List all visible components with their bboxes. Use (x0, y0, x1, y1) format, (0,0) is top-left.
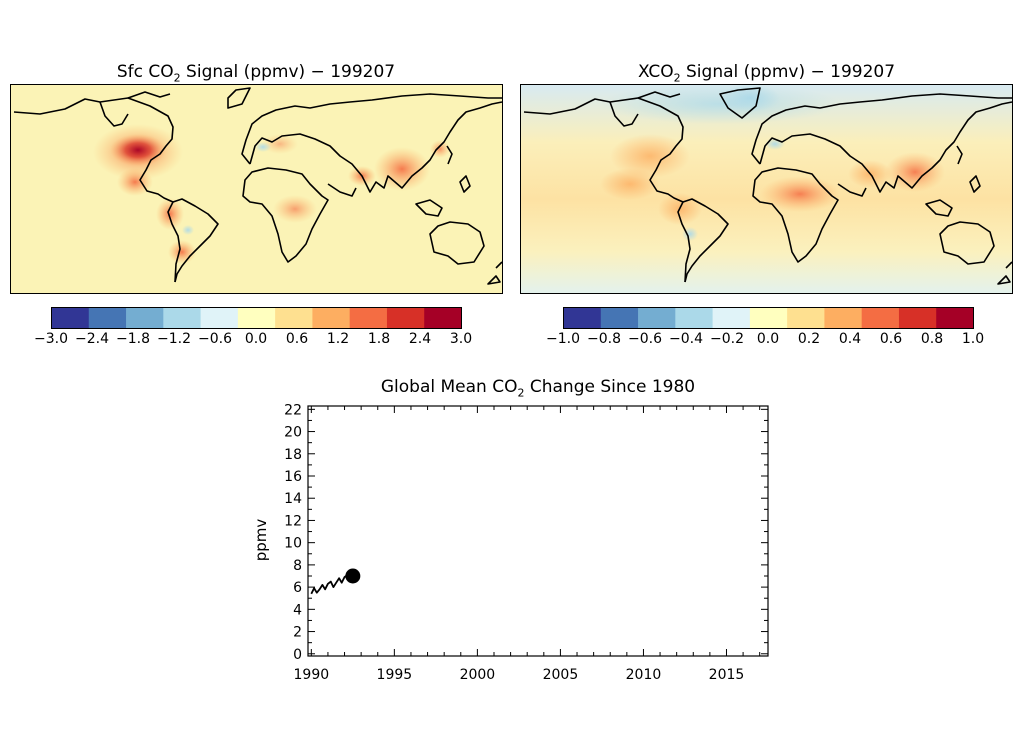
left-map-signal-asia (374, 147, 430, 191)
colorbar-tick-label: 1.2 (326, 331, 350, 347)
right-map-signal-asia (885, 152, 945, 192)
colorbar-tick-label: −0.6 (628, 331, 662, 347)
left-colorbar-ticks: −3.0 −2.4 −1.8 −1.2 −0.6 0.0 0.6 1.2 1.8 2.4 3.0 (34, 331, 472, 351)
colorbar-swatch (898, 307, 937, 329)
y-tick-label: 0 (293, 647, 302, 663)
colorbar-tick-label: −1.8 (116, 331, 150, 347)
colorbar-tick-label: 0.4 (838, 331, 862, 347)
colorbar-swatch (675, 307, 714, 329)
left-map-signal-sa (156, 198, 184, 230)
left-map-signal-mexico (117, 168, 153, 196)
colorbar-swatch (563, 307, 602, 329)
colorbar-swatch (237, 307, 276, 329)
left-map-signal-europe (262, 134, 298, 154)
colorbar-swatch (349, 307, 388, 329)
y-tick-label: 16 (284, 469, 302, 485)
colorbar-swatch (824, 307, 863, 329)
x-tick-label: 2010 (626, 667, 662, 683)
colorbar-tick-label: 0.8 (920, 331, 944, 347)
left-map-background (10, 84, 503, 294)
x-tick-label: 2005 (543, 667, 579, 683)
colorbar-swatch (600, 307, 639, 329)
right-map (520, 84, 1013, 294)
colorbar-tick-label: 0.2 (797, 331, 821, 347)
colorbar-swatch (936, 307, 974, 329)
left-map-signal-na-core (110, 134, 166, 166)
colorbar-tick-label: 1.0 (961, 331, 985, 347)
left-map-title: Sfc CO2 Signal (ppmv) − 199207 (116, 62, 396, 85)
chart-title: Global Mean CO2 Change Since 1980 (380, 377, 696, 400)
left-map-coastlines (13, 87, 503, 285)
colorbar-tick-label: 3.0 (449, 331, 473, 347)
right-colorbar-fill (563, 307, 974, 329)
colorbar-tick-label: −0.8 (587, 331, 621, 347)
right-map-title: XCO2 Signal (ppmv) − 199207 (637, 62, 896, 85)
colorbar-swatch (749, 307, 788, 329)
colorbar-tick-label: 0.6 (879, 331, 903, 347)
colorbar-swatch (861, 307, 900, 329)
colorbar-swatch (163, 307, 202, 329)
colorbar-tick-label: −2.4 (75, 331, 109, 347)
y-tick-label: 20 (284, 425, 302, 441)
left-map-signal-blue2 (255, 142, 271, 152)
x-tick-label: 1995 (377, 667, 413, 683)
colorbar-tick-label: −1.2 (157, 331, 191, 347)
plot-frame (307, 405, 769, 657)
colorbar-swatch (126, 307, 164, 329)
current-value-marker (345, 568, 361, 584)
colorbar-tick-label: −3.0 (34, 331, 68, 347)
x-tick-label: 1990 (294, 667, 330, 683)
right-map-signal-africa (760, 176, 840, 212)
line-chart: ppmv 0 2 4 6 8 10 12 14 16 18 20 22 1990 1995 2000 2005… (252, 402, 769, 683)
y-tick-label: 12 (284, 513, 302, 529)
colorbar-swatch (638, 307, 676, 329)
y-axis-label: ppmv (252, 519, 270, 562)
colorbar-swatch (386, 307, 425, 329)
colorbar-swatch (424, 307, 462, 329)
colorbar-swatch (787, 307, 826, 329)
right-colorbar-ticks: −1.0 −0.8 −0.6 −0.4 −0.2 0.0 0.2 0.4 0.6 0.8 1.0 (546, 331, 984, 351)
y-tick-label: 10 (284, 536, 302, 552)
left-map (10, 84, 503, 294)
right-map-signal-mexico (600, 168, 660, 200)
x-tick-label: 2015 (709, 667, 745, 683)
y-tick-label: 2 (293, 625, 302, 641)
y-tick-label: 14 (284, 491, 302, 507)
colorbar-tick-label: 2.4 (408, 331, 432, 347)
x-tick-label: 2000 (460, 667, 496, 683)
colorbar-swatch (712, 307, 751, 329)
y-tick-label: 18 (284, 447, 302, 463)
y-tick-label: 6 (293, 580, 302, 596)
y-tick-label: 22 (284, 402, 302, 418)
colorbar-swatch (88, 307, 127, 329)
colorbar-tick-label: 1.8 (367, 331, 391, 347)
left-map-signal-africa (273, 195, 317, 223)
chart-series (310, 568, 361, 595)
left-colorbar-fill (51, 307, 462, 329)
right-colorbar (563, 307, 974, 329)
left-map-signal-blue (182, 225, 194, 235)
colorbar-swatch (312, 307, 351, 329)
colorbar-tick-label: 0.0 (244, 331, 268, 347)
colorbar-tick-label: −1.0 (546, 331, 580, 347)
y-tick-label: 8 (293, 558, 302, 574)
colorbar-tick-label: −0.2 (710, 331, 744, 347)
colorbar-swatch (51, 307, 90, 329)
y-tick-label: 4 (293, 602, 302, 618)
left-map-signal-japan (430, 140, 450, 158)
colorbar-tick-label: 0.0 (756, 331, 780, 347)
colorbar-tick-label: −0.6 (198, 331, 232, 347)
colorbar-swatch (275, 307, 314, 329)
left-colorbar (51, 307, 462, 329)
right-map-signal-na (610, 134, 690, 178)
chart-axes: 0 2 4 6 8 10 12 14 16 18 20 22 1990 1995 2000 2005 2010 2… (284, 402, 769, 683)
colorbar-tick-label: 0.6 (285, 331, 309, 347)
colorbar-tick-label: −0.4 (669, 331, 703, 347)
colorbar-swatch (200, 307, 239, 329)
left-map-signal-sa2 (168, 240, 196, 264)
right-map-coastlines (523, 87, 1013, 285)
